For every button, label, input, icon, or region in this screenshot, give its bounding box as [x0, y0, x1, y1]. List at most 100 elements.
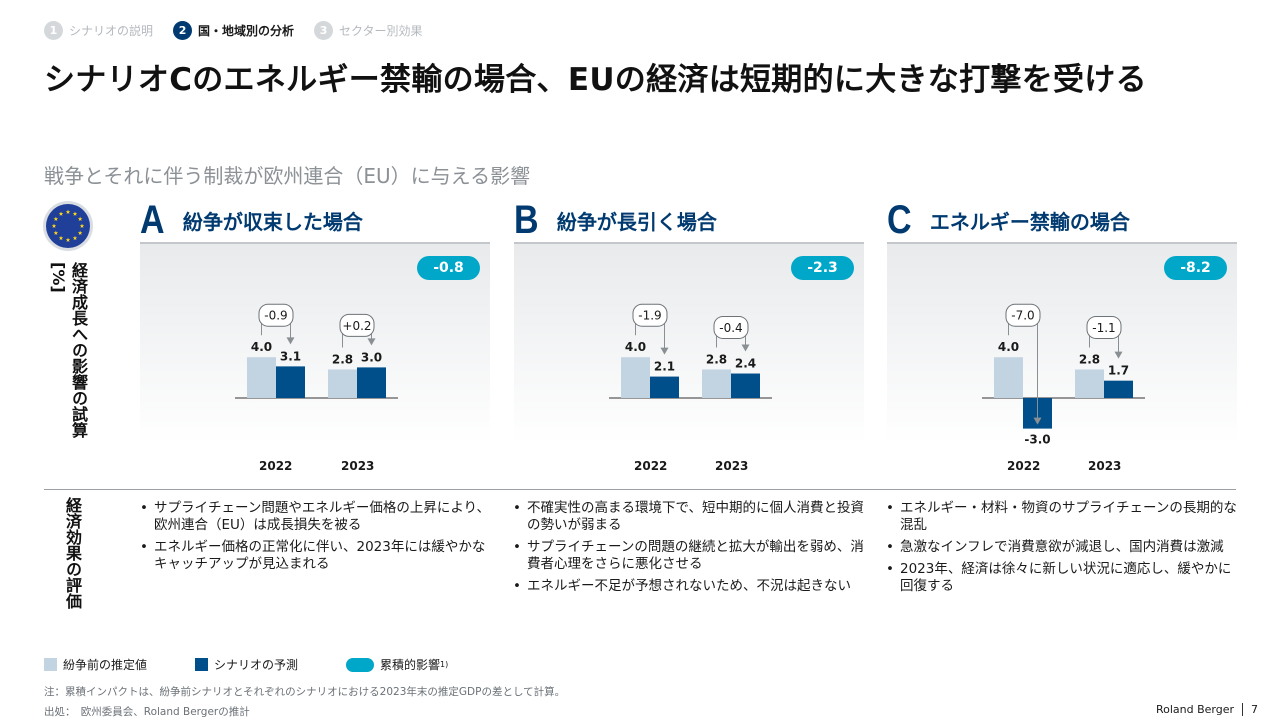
bar-pre-war [994, 357, 1023, 398]
x-tick-label: 2022 [259, 459, 293, 473]
x-tick-label: 2022 [634, 459, 668, 473]
legend-swatch [346, 657, 375, 672]
section-divider [44, 489, 1236, 490]
data-label: 2.8 [706, 352, 727, 366]
data-label: 2.1 [654, 360, 675, 374]
scenario-title: 紛争が収束した場合 [182, 209, 363, 234]
scenario-panel-c: C エネルギー禁輸の場合 -8.2 4.0 -3.0 -7.0 2.8 1.7 -1.1 [887, 198, 1237, 444]
data-label: 2.8 [1079, 352, 1100, 366]
star-icon [53, 216, 59, 221]
data-label: 4.0 [998, 340, 1019, 354]
list-item: サプライチェーン問題やエネルギー価格の上昇により、欧州連合（EU）は成長損失を被… [140, 500, 495, 534]
legend-label: 累積的影響 [380, 658, 441, 672]
list-item: 2023年、経済は徐々に新しい状況に適応し、緩やかに回復する [886, 561, 1241, 595]
arrow-down-icon [741, 344, 750, 352]
bar-scenario [731, 373, 760, 398]
data-label: 4.0 [625, 340, 646, 354]
panel-header: A 紛争が収束した場合 [140, 198, 490, 244]
difference-bubble [1005, 303, 1041, 327]
legend-label: シナリオの予測 [214, 658, 299, 672]
difference-label: -1.1 [1092, 321, 1115, 335]
step-label: 国・地域別の分析 [198, 24, 295, 38]
difference-label: -1.9 [638, 309, 661, 323]
legend-swatch [44, 658, 57, 671]
step-number: 1 [44, 21, 63, 40]
scenario-letter: A [140, 198, 165, 242]
difference-bubble [632, 303, 668, 327]
star-icon [53, 230, 59, 235]
bar-scenario [1104, 380, 1133, 398]
bar-pre-war [621, 357, 650, 398]
data-label: 4.0 [251, 340, 272, 354]
eu-flag-icon [43, 201, 93, 251]
evaluation-list-c: エネルギー・材料・物資のサプライチェーンの長期的な混乱 急激なインフレで消費意欲… [886, 500, 1241, 600]
arrow-down-icon [367, 338, 376, 346]
star-icon [72, 211, 78, 216]
footer: Roland Berger 7 [1156, 703, 1258, 716]
step-label: シナリオの説明 [69, 24, 154, 38]
bar-chart: 4.0 3.1 -0.9 2.8 3.0 +0.2 [235, 303, 398, 399]
star-icon [77, 230, 83, 235]
y-axis-label: 経済成長への影響の試算[%] [49, 262, 88, 438]
x-tick-label: 2023 [715, 459, 749, 473]
legend-item-cumulative: 累積的影響 1) [346, 656, 448, 673]
bar-chart: 4.0 -3.0 -7.0 2.8 1.7 -1.1 [982, 303, 1145, 444]
footnote: 注：累積インパクトは、紛争前シナリオとそれぞれのシナリオにおける2023年末の推… [44, 686, 566, 698]
difference-bubble [1086, 315, 1122, 339]
star-icon [58, 235, 64, 241]
source-note: 出処： 欧州委員会、Roland Bergerの推計 [44, 706, 250, 718]
footnote-marker: 1) [440, 660, 449, 669]
bar-scenario [357, 367, 386, 398]
page-subtitle: 戦争とそれに伴う制裁が欧州連合（EU）に与える影響 [44, 164, 531, 188]
step-number: 2 [173, 21, 193, 40]
difference-bubble [713, 315, 749, 339]
scenario-panel-a: A 紛争が収束した場合 -0.8 4.0 3.1 -0.9 2.8 3.0 +0.2 [140, 198, 490, 444]
breadcrumb-step-1[interactable]: 1 シナリオの説明 [44, 21, 153, 40]
list-item: エネルギー不足が予想されないため、不況は起きない [513, 578, 868, 595]
scenario-letter: B [514, 198, 539, 242]
arrow-down-icon [1114, 351, 1123, 359]
star-icon [65, 209, 71, 214]
difference-bubble [258, 303, 294, 327]
cumulative-badge: -0.8 [417, 256, 480, 280]
difference-label: -0.4 [719, 321, 742, 335]
legend-item-pre-war: 紛争前の推定値 [44, 656, 147, 673]
bar-chart: 4.0 2.1 -1.9 2.8 2.4 -0.4 [609, 303, 772, 399]
bar-scenario [650, 376, 679, 398]
star-icon [72, 235, 78, 241]
evaluation-list-b: 不確実性の高まる環境下で、短中期的に個人消費と投資の勢いが弱まる サプライチェー… [513, 500, 868, 600]
panel-header: C エネルギー禁輸の場合 [887, 198, 1237, 244]
data-label: 3.1 [280, 349, 301, 363]
chart-area: -2.3 4.0 2.1 -1.9 2.8 2.4 -0.4 [514, 244, 864, 444]
cumulative-badge: -2.3 [791, 256, 854, 280]
arrow-down-icon [660, 347, 669, 355]
x-tick-label: 2022 [1007, 459, 1041, 473]
cumulative-badge: -8.2 [1164, 256, 1227, 280]
breadcrumb: 1 シナリオの説明 2 国・地域別の分析 3 セクター別効果 [44, 21, 443, 40]
difference-label: -0.9 [264, 309, 287, 323]
x-tick-label: 2023 [1088, 459, 1122, 473]
list-item: 不確実性の高まる環境下で、短中期的に個人消費と投資の勢いが弱まる [513, 500, 868, 534]
data-label: 2.4 [735, 357, 756, 371]
data-label: 3.0 [361, 350, 382, 364]
list-item: 急激なインフレで消費意欲が減退し、国内消費は激減 [886, 539, 1241, 556]
data-label: 1.7 [1108, 364, 1129, 378]
scenario-panel-b: B 紛争が長引く場合 -2.3 4.0 2.1 -1.9 2.8 2.4 -0.4 [514, 198, 864, 444]
panel-header: B 紛争が長引く場合 [514, 198, 864, 244]
list-item: サプライチェーンの問題の継続と拡大が輸出を弱め、消費者心理をさらに悪化させる [513, 539, 868, 573]
scenario-title: 紛争が長引く場合 [556, 209, 717, 234]
breadcrumb-step-2[interactable]: 2 国・地域別の分析 [173, 21, 294, 40]
data-label: 2.8 [332, 352, 353, 366]
breadcrumb-step-3[interactable]: 3 セクター別効果 [314, 21, 423, 40]
step-number: 3 [314, 21, 334, 40]
chart-area: -0.8 4.0 3.1 -0.9 2.8 3.0 +0.2 [140, 244, 490, 444]
bar-scenario [276, 366, 305, 398]
chart-legend: 紛争前の推定値 シナリオの予測 累積的影響 1) [44, 656, 496, 673]
chart-area: -8.2 4.0 -3.0 -7.0 2.8 1.7 -1.1 [887, 244, 1237, 444]
legend-item-scenario: シナリオの予測 [195, 656, 298, 673]
difference-label: -7.0 [1011, 309, 1034, 323]
arrow-down-icon [1033, 417, 1042, 425]
star-icon [77, 216, 83, 221]
bar-pre-war [247, 357, 276, 398]
star-icon [65, 237, 71, 242]
